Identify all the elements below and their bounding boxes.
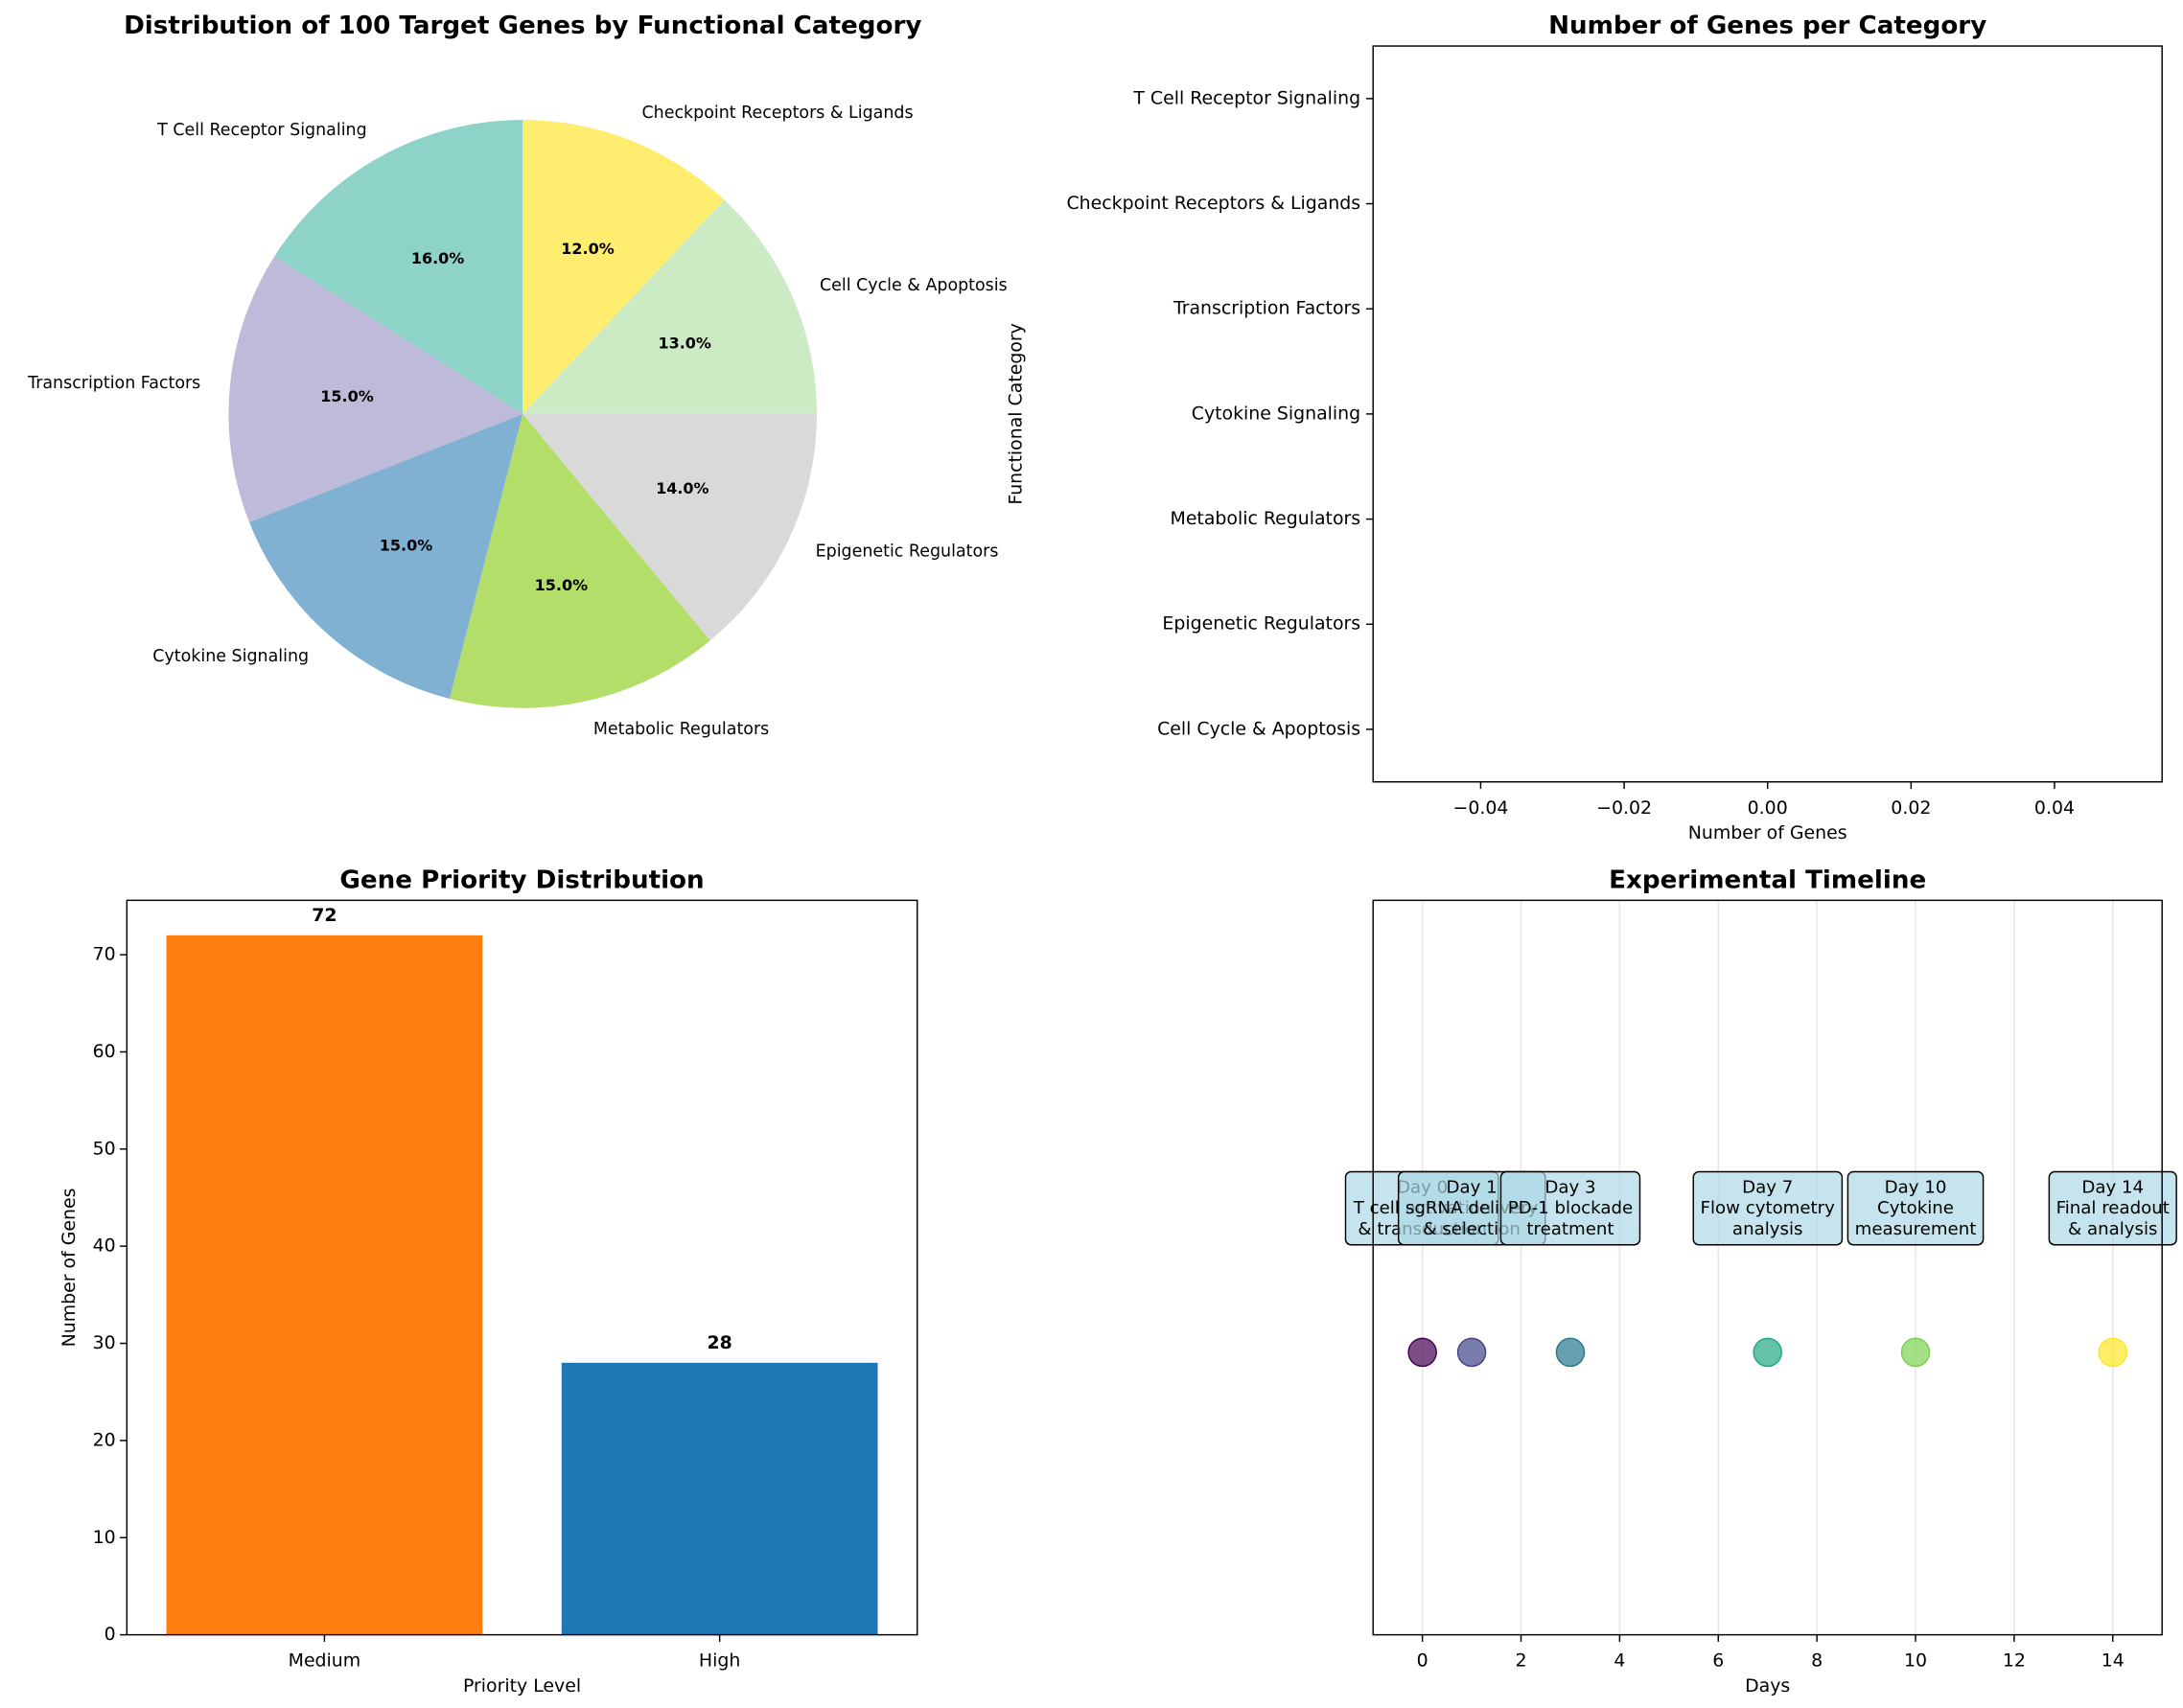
- pie-slice: [523, 199, 818, 414]
- pie-slice: [228, 256, 523, 522]
- x-tick-label: High: [699, 1650, 740, 1672]
- pie-label: Epigenetic Regulators: [816, 542, 999, 562]
- pie-label: Cell Cycle & Apoptosis: [820, 276, 1008, 295]
- pie-value-label: 15.0%: [535, 576, 588, 594]
- annotation-box: [1692, 1170, 1844, 1246]
- bar: [166, 935, 483, 1635]
- axes-frame: [126, 899, 918, 1636]
- annotation-text: Day 10 Cytokine measurement: [1855, 1177, 1977, 1239]
- x-axis-label: Days: [1745, 1675, 1790, 1696]
- point: [1407, 1337, 1437, 1368]
- x-tick-label: Medium: [289, 1650, 361, 1672]
- x-tick-label: 10: [1904, 1650, 1927, 1672]
- chart-title: Number of Genes per Category: [1548, 12, 1986, 40]
- point: [1900, 1337, 1931, 1368]
- y-tick-label: Checkpoint Receptors & Ligands: [1066, 193, 1360, 214]
- x-tick-label: 0: [1417, 1650, 1428, 1672]
- pie-value-label: 13.0%: [658, 334, 710, 352]
- y-tick-label: 20: [93, 1429, 116, 1450]
- pie-slice: [523, 413, 818, 641]
- y-axis-label: Functional Category: [1005, 323, 1026, 504]
- point: [1456, 1337, 1487, 1368]
- axes-frame: [1372, 45, 2163, 783]
- x-tick-label: 8: [1811, 1650, 1823, 1672]
- point: [1753, 1337, 1782, 1368]
- pie-label: Checkpoint Receptors & Ligands: [641, 104, 913, 123]
- y-tick-label: 0: [105, 1624, 116, 1645]
- pie-label: Cytokine Signaling: [152, 647, 309, 666]
- pie-label: T Cell Receptor Signaling: [156, 121, 367, 140]
- y-axis-label: Number of Genes: [58, 1189, 80, 1348]
- annotation-box: [1846, 1170, 1985, 1246]
- annotation-text: Day 14 Final readout & analysis: [2056, 1177, 2170, 1239]
- annotation-text: Day 1 sgRNA delivery & selection: [1405, 1177, 1539, 1239]
- pie-slice: [449, 413, 710, 708]
- x-tick-label: 0.00: [1748, 797, 1788, 819]
- annotation: Day 7 Flow cytometry analysis: [1692, 1170, 1844, 1246]
- x-tick-label: −0.04: [1452, 797, 1508, 819]
- x-tick-label: 12: [2003, 1650, 2026, 1672]
- y-tick-label: 10: [93, 1527, 116, 1548]
- pie-slice: [249, 413, 523, 700]
- pie-value-label: 15.0%: [380, 536, 432, 554]
- x-tick-label: 14: [2102, 1650, 2125, 1672]
- pie-value-label: 12.0%: [561, 240, 614, 258]
- y-tick-label: 70: [93, 944, 116, 965]
- annotation: Day 10 Cytokine measurement: [1846, 1170, 1985, 1246]
- bar: [561, 1362, 878, 1635]
- chart-title: Distribution of 100 Target Genes by Func…: [124, 12, 921, 40]
- y-tick-label: Metabolic Regulators: [1171, 508, 1361, 529]
- x-tick-label: 0.02: [1891, 797, 1931, 819]
- data-label: 28: [707, 1332, 732, 1353]
- x-axis-label: Number of Genes: [1688, 822, 1847, 843]
- point: [2098, 1337, 2128, 1368]
- x-tick-label: 4: [1614, 1650, 1625, 1672]
- annotation: Day 14 Final readout & analysis: [2048, 1170, 2177, 1246]
- pie-value-label: 14.0%: [656, 479, 708, 497]
- annotation: Day 3 PD-1 blockade treatment: [1499, 1170, 1641, 1246]
- pie-label: Transcription Factors: [27, 374, 200, 393]
- pie-slice: [523, 120, 725, 414]
- annotation-text: Day 7 Flow cytometry analysis: [1701, 1177, 1836, 1239]
- data-label: 72: [312, 905, 337, 926]
- y-tick-label: 50: [93, 1138, 116, 1159]
- chart-title: Gene Priority Distribution: [339, 866, 704, 894]
- x-axis-label: Priority Level: [463, 1675, 581, 1696]
- pie-value-label: 16.0%: [411, 249, 464, 267]
- pie-slice: [274, 120, 523, 414]
- y-tick-label: T Cell Receptor Signaling: [1132, 87, 1360, 108]
- pie-value-label: 15.0%: [320, 387, 373, 405]
- point: [1555, 1337, 1586, 1368]
- x-tick-label: 2: [1516, 1650, 1527, 1672]
- x-tick-label: 0.04: [2034, 797, 2075, 819]
- axes-frame: [1372, 899, 2163, 1636]
- annotation-box: [2048, 1170, 2177, 1246]
- x-tick-label: 6: [1712, 1650, 1724, 1672]
- y-tick-label: Cytokine Signaling: [1192, 403, 1360, 424]
- y-tick-label: 40: [93, 1235, 116, 1257]
- y-tick-label: 60: [93, 1041, 116, 1062]
- y-tick-label: 30: [93, 1332, 116, 1353]
- annotation-box: [1499, 1170, 1641, 1246]
- y-tick-label: Epigenetic Regulators: [1162, 613, 1360, 635]
- x-tick-label: −0.02: [1596, 797, 1652, 819]
- y-tick-label: Transcription Factors: [1173, 298, 1360, 319]
- annotation-text: Day 3 PD-1 blockade treatment: [1508, 1177, 1633, 1239]
- y-tick-label: Cell Cycle & Apoptosis: [1157, 718, 1360, 739]
- chart-title: Experimental Timeline: [1609, 866, 1926, 894]
- pie-label: Metabolic Regulators: [593, 720, 769, 739]
